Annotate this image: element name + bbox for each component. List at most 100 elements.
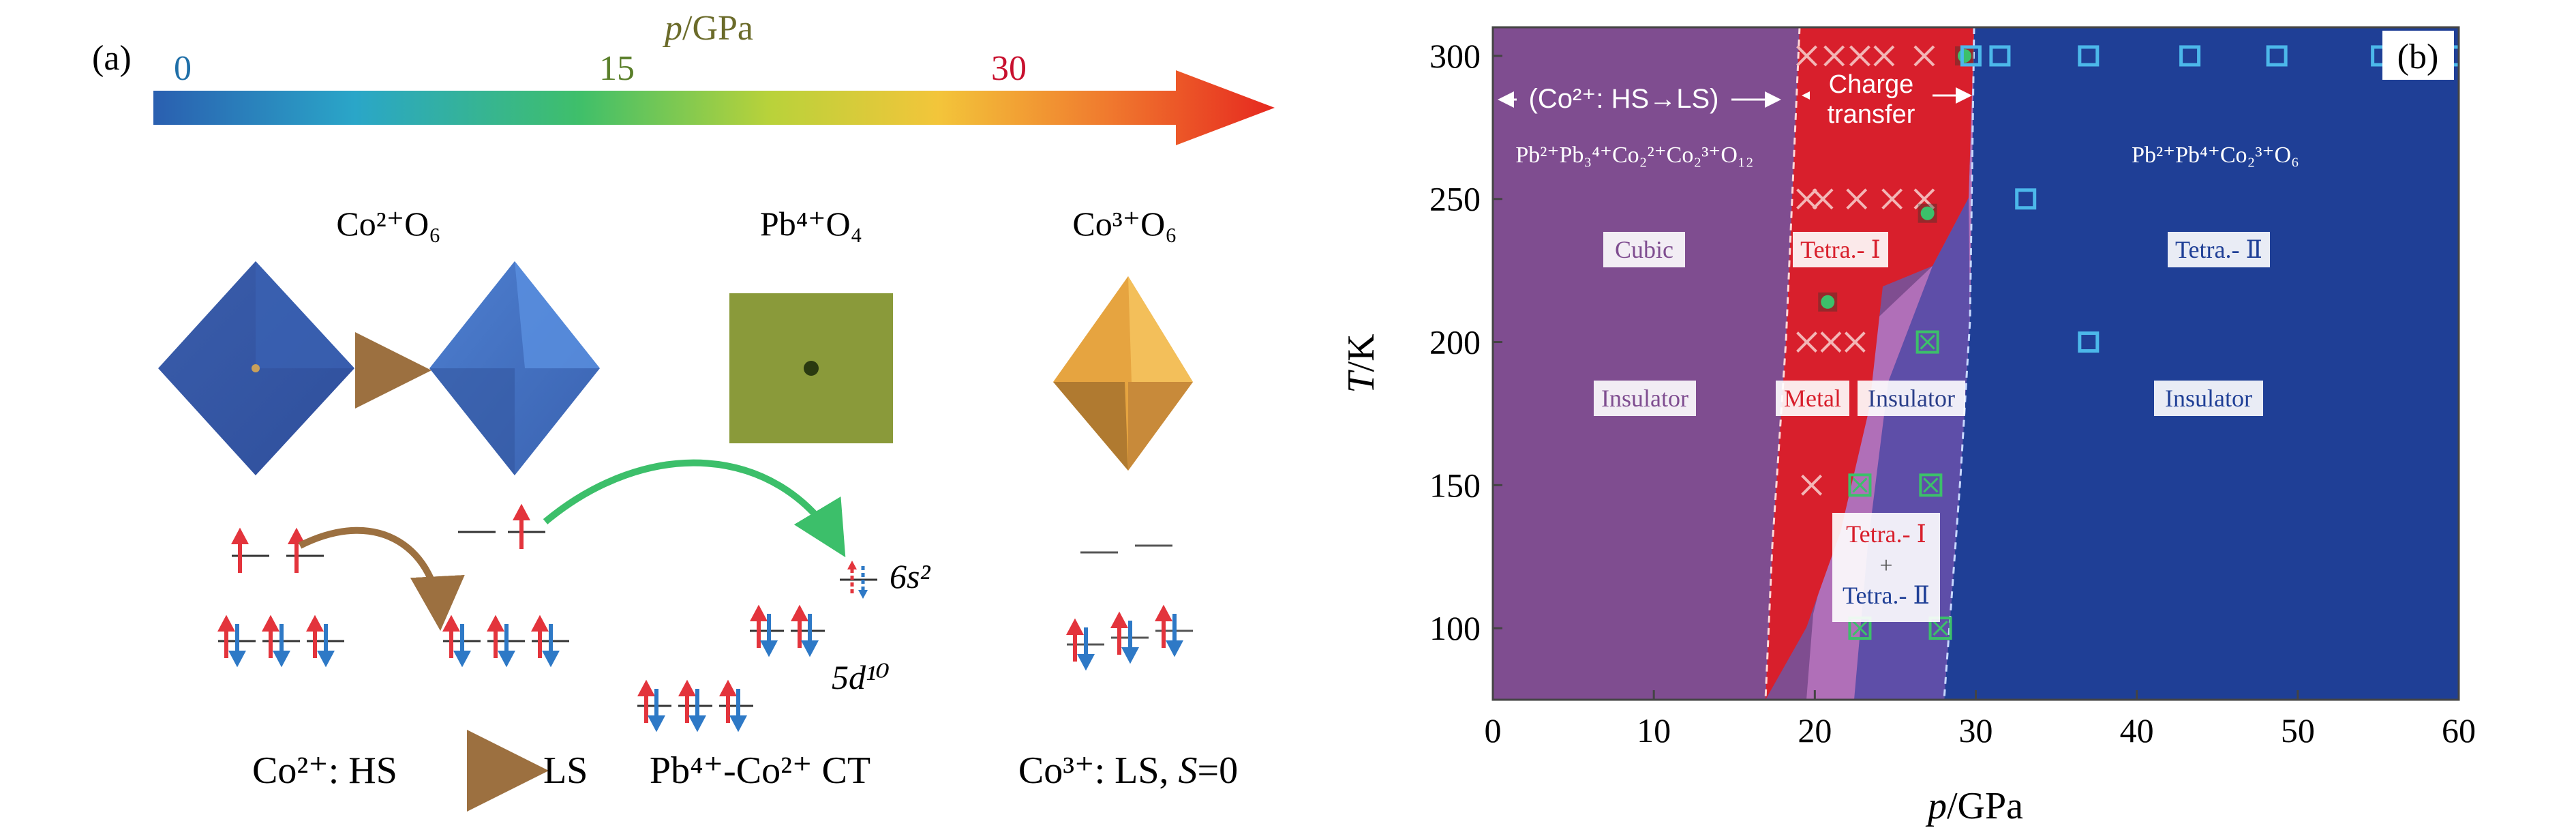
pressure-gradient-arrow <box>153 70 1275 145</box>
point-crossed-circle-4 <box>1915 330 1939 354</box>
panel-a-label: (a) <box>92 39 132 78</box>
pressure-tick-15: 15 <box>599 49 635 88</box>
label-tetra-ii: Tetra.- Ⅱ <box>2168 232 2270 267</box>
point-cross-9 <box>1913 188 1935 210</box>
point-cross-7 <box>1846 188 1868 210</box>
formula-right: Pb²⁺Pb⁴⁺Co₂³⁺O₆ <box>2132 143 2299 168</box>
co3-octahedron <box>1053 276 1193 471</box>
co2-ls-orbitals <box>442 614 569 668</box>
pressure-tick-0: 0 <box>174 49 192 88</box>
y-tick-label-250: 250 <box>1429 180 1481 218</box>
co2-o6-title: Co²⁺O₆ <box>336 205 440 243</box>
x-tick-label-40: 40 <box>2120 711 2154 750</box>
x-tick-label-10: 10 <box>1637 711 1671 750</box>
caption-co2-prefix: Co²⁺: HS <box>252 750 397 792</box>
ct-annot-line1: Charge <box>1829 70 1914 99</box>
label-mixed-phase-plus: + <box>1879 553 1892 578</box>
point-open-square-4 <box>2266 45 2288 67</box>
spin-state-text: (Co²⁺: HS→LS) <box>1529 84 1719 114</box>
panel-b-label-box <box>2382 31 2454 80</box>
label-tetra-i-text: Tetra.- Ⅰ <box>1800 236 1881 263</box>
point-filled-circle-1 <box>1918 203 1937 223</box>
charge-transfer-arrow <box>543 459 846 558</box>
x-tick-label-30: 30 <box>1959 711 1993 750</box>
label-cubic-text: Cubic <box>1615 236 1673 263</box>
label-insulator-cubic: Insulator <box>1594 381 1696 416</box>
y-axis-unit: /K <box>1340 334 1382 372</box>
x-axis: 0 10 20 30 40 50 60 <box>1485 690 2476 750</box>
point-crossed-circle-1 <box>1919 473 1943 497</box>
pressure-axis-var: p <box>662 9 682 48</box>
co3-o6-title: Co³⁺O₆ <box>1072 205 1177 243</box>
spin-state-annotation: (Co²⁺: HS→LS) <box>1498 80 1781 119</box>
point-open-square-8 <box>2078 331 2100 353</box>
label-insulator-mixed: Insulator <box>1858 381 1965 416</box>
point-cross-13 <box>1801 474 1823 496</box>
label-insulator-cubic-text: Insulator <box>1601 385 1688 412</box>
point-crossed-circle-3 <box>1928 617 1952 640</box>
y-axis-title: T/K <box>1340 334 1382 393</box>
y-tick-label-200: 200 <box>1429 323 1481 361</box>
caption-co3-var: S <box>1179 750 1198 792</box>
y-axis: 100 150 200 250 300 <box>1429 37 1502 647</box>
x-tick-label-60: 60 <box>2442 711 2476 750</box>
point-cross-6 <box>1812 188 1834 210</box>
x-axis-var: p <box>1925 785 1947 827</box>
y-tick-label-300: 300 <box>1429 37 1481 75</box>
label-insulator-mixed-text: Insulator <box>1868 385 1955 412</box>
point-cross-5 <box>1796 188 1817 210</box>
pb4-o4-title: Pb⁴⁺O₄ <box>760 205 862 243</box>
co2-octahedron-ls <box>429 261 600 475</box>
point-cross-10 <box>1796 331 1817 353</box>
label-metal-text: Metal <box>1784 385 1841 412</box>
point-cross-3 <box>1873 45 1895 67</box>
pb4-square <box>729 293 893 443</box>
point-filled-circle-0 <box>1954 46 1974 65</box>
point-open-square-2 <box>2078 45 2100 67</box>
pressure-axis-unit: /GPa <box>682 9 753 48</box>
caption-co3-suffix: =0 <box>1198 750 1239 792</box>
point-open-square-0 <box>1960 45 1982 67</box>
caption-co2-suffix: LS <box>543 750 588 792</box>
label-mixed-phase: Tetra.- Ⅰ + Tetra.- Ⅱ <box>1832 513 1940 622</box>
pb-orbitals: 6s² 5d¹⁰ <box>458 503 930 732</box>
point-cross-11 <box>1820 331 1842 353</box>
co2-hs-orbitals <box>217 527 344 668</box>
label-insulator-tetra-ii: Insulator <box>2154 381 2263 416</box>
point-filled-circle-2 <box>1818 292 1838 312</box>
x-tick-label-0: 0 <box>1485 711 1502 750</box>
t2g-spins <box>217 614 335 668</box>
x-tick-label-50: 50 <box>2281 711 2315 750</box>
x-tick-label-20: 20 <box>1798 711 1832 750</box>
eg-up-spins <box>231 527 305 573</box>
co3-ls-orbitals <box>1066 544 1193 671</box>
caption-co3-prefix: Co³⁺: LS, <box>1018 750 1179 792</box>
point-cross-12 <box>1844 331 1866 353</box>
point-cross-8 <box>1881 188 1903 210</box>
panel-a: (a) p/GPa 0 15 30 Co²⁺O₆ Pb⁴⁺O₄ Co³⁺O₆ <box>92 9 1275 812</box>
co2-octahedron-hs <box>158 261 354 475</box>
label-tetra-ii-text: Tetra.- Ⅱ <box>2175 236 2262 263</box>
x-axis-unit: /GPa <box>1947 785 2023 827</box>
pb-6s-level <box>840 561 877 599</box>
phase-regions <box>1493 27 2459 700</box>
caption-co3: Co³⁺: LS, S=0 <box>1018 750 1238 792</box>
label-insulator-tetra-ii-text: Insulator <box>2165 385 2252 412</box>
label-metal: Metal <box>1776 381 1849 416</box>
point-open-square-3 <box>2179 45 2201 67</box>
pb-6s-label: 6s² <box>890 557 930 595</box>
point-open-square-1 <box>1989 45 2011 67</box>
spin-transition-arrow <box>298 527 465 631</box>
pressure-axis-title: p/GPa <box>662 9 753 48</box>
pb-5d-lower <box>637 679 753 732</box>
y-tick-label-100: 100 <box>1429 609 1481 647</box>
point-cross-1 <box>1823 45 1845 67</box>
y-axis-var: T <box>1340 370 1382 394</box>
panel-b-label: (b) <box>2397 38 2439 76</box>
point-cross-4 <box>1913 45 1935 67</box>
x-axis-title: p/GPa <box>1925 785 2023 827</box>
formula-left: Pb²⁺Pb₃⁴⁺Co₂²⁺Co₂³⁺O₁₂ <box>1515 143 1753 168</box>
pressure-tick-30: 30 <box>991 49 1027 88</box>
